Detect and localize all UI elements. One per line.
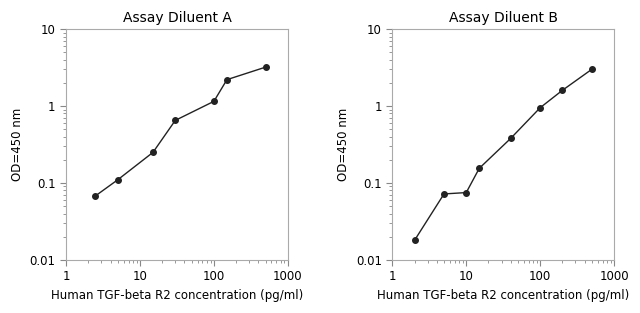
X-axis label: Human TGF-beta R2 concentration (pg/ml): Human TGF-beta R2 concentration (pg/ml) <box>377 289 629 302</box>
Y-axis label: OD=450 nm: OD=450 nm <box>337 108 350 181</box>
X-axis label: Human TGF-beta R2 concentration (pg/ml): Human TGF-beta R2 concentration (pg/ml) <box>51 289 303 302</box>
Title: Assay Diluent B: Assay Diluent B <box>449 11 557 25</box>
Y-axis label: OD=450 nm: OD=450 nm <box>11 108 24 181</box>
Title: Assay Diluent A: Assay Diluent A <box>122 11 232 25</box>
